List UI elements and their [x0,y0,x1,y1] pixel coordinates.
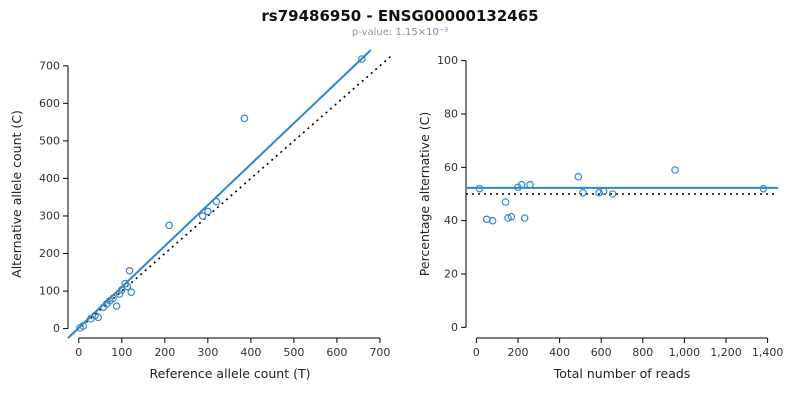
data-point [488,216,497,225]
data-point [759,184,768,193]
percentage-alternative-scatter-chart: 0 200 400 600 800 1,000 1,200 1,400 0 20 40 60 80 100… [417,54,784,381]
allele-count-scatter-chart: 0 100 200 300 400 500 600 700 0 100 200 300 400 500 60… [9,49,393,381]
x-tick-label: 600 [591,346,612,359]
x-tick-label: 700 [369,346,390,359]
data-point [79,322,87,330]
x-tick-label: 500 [283,346,304,359]
x-tick-label: 200 [508,346,529,359]
y-tick-label: 60 [444,161,458,174]
data-point [94,313,102,322]
data-point [507,212,516,221]
figure-title: rs79486950 - ENSG00000132465 [261,7,539,25]
figure-subtitle: p-value: 1.15×10⁻³ [352,27,448,38]
data-point [517,180,526,189]
data-point [520,214,529,222]
x-tick-label: 1,400 [752,346,784,359]
y-tick-label: 700 [39,59,60,72]
y-tick-label: 100 [437,54,458,67]
data-point [526,180,534,189]
data-point [504,214,512,222]
y-axis: 0 20 40 60 80 100 [437,54,467,334]
data-point [212,197,221,206]
y-tick-label: 200 [39,247,60,260]
data-point [595,188,603,197]
y-tick-label: 80 [444,108,458,121]
pvalue-label: p-value: [351,27,396,38]
data-point [671,166,679,174]
y-axis: 0 100 200 300 400 500 600 700 [39,59,69,335]
y-tick-label: 400 [39,172,60,185]
y-tick-label: 100 [39,285,60,298]
data-point [115,290,124,298]
x-tick-label: 0 [75,346,82,359]
x-axis-label: Reference allele count (T) [150,366,311,381]
x-tick-label: 800 [632,346,653,359]
data-point [198,212,207,220]
x-tick-label: 400 [549,346,570,359]
x-tick-label: 200 [154,346,175,359]
data-point [501,198,510,206]
charts-row: 0 100 200 300 400 500 600 700 0 100 200 300 400 500 60… [6,40,794,390]
points-layer [76,55,366,332]
data-point [127,288,136,296]
data-point [204,207,212,216]
data-point [475,184,484,193]
x-tick-label: 300 [197,346,218,359]
x-tick-label: 600 [326,346,347,359]
x-tick-label: 100 [111,346,132,359]
data-point [599,187,608,196]
y-tick-label: 20 [444,268,458,281]
x-tick-label: 0 [473,346,480,359]
y-axis-label: Alternative allele count (C) [9,110,24,278]
pvalue-value: 1.15×10⁻³ [395,27,449,38]
x-axis: 0 200 400 600 800 1,000 1,200 1,400 [473,337,784,359]
x-tick-label: 1,200 [710,346,742,359]
x-tick-label: 400 [240,346,261,359]
data-point [112,302,121,310]
y-tick-label: 0 [53,322,60,335]
data-point [579,188,587,197]
data-point [123,282,132,291]
data-point [240,114,249,123]
points-layer [475,166,768,225]
data-point [165,221,173,230]
y-tick-label: 600 [39,97,60,110]
data-point [109,294,117,302]
data-point [608,190,617,198]
data-point [117,286,126,294]
x-tick-label: 1,000 [669,346,701,359]
data-point [574,172,583,181]
y-tick-label: 0 [451,321,458,334]
y-tick-label: 300 [39,209,60,222]
y-axis-label: Percentage alternative (C) [417,112,432,276]
y-tick-label: 40 [444,214,458,227]
data-point [358,55,366,63]
y-tick-label: 500 [39,134,60,147]
x-axis-label: Total number of reads [553,366,691,381]
x-axis: 0 100 200 300 400 500 600 700 [75,337,390,359]
data-point [125,266,134,275]
